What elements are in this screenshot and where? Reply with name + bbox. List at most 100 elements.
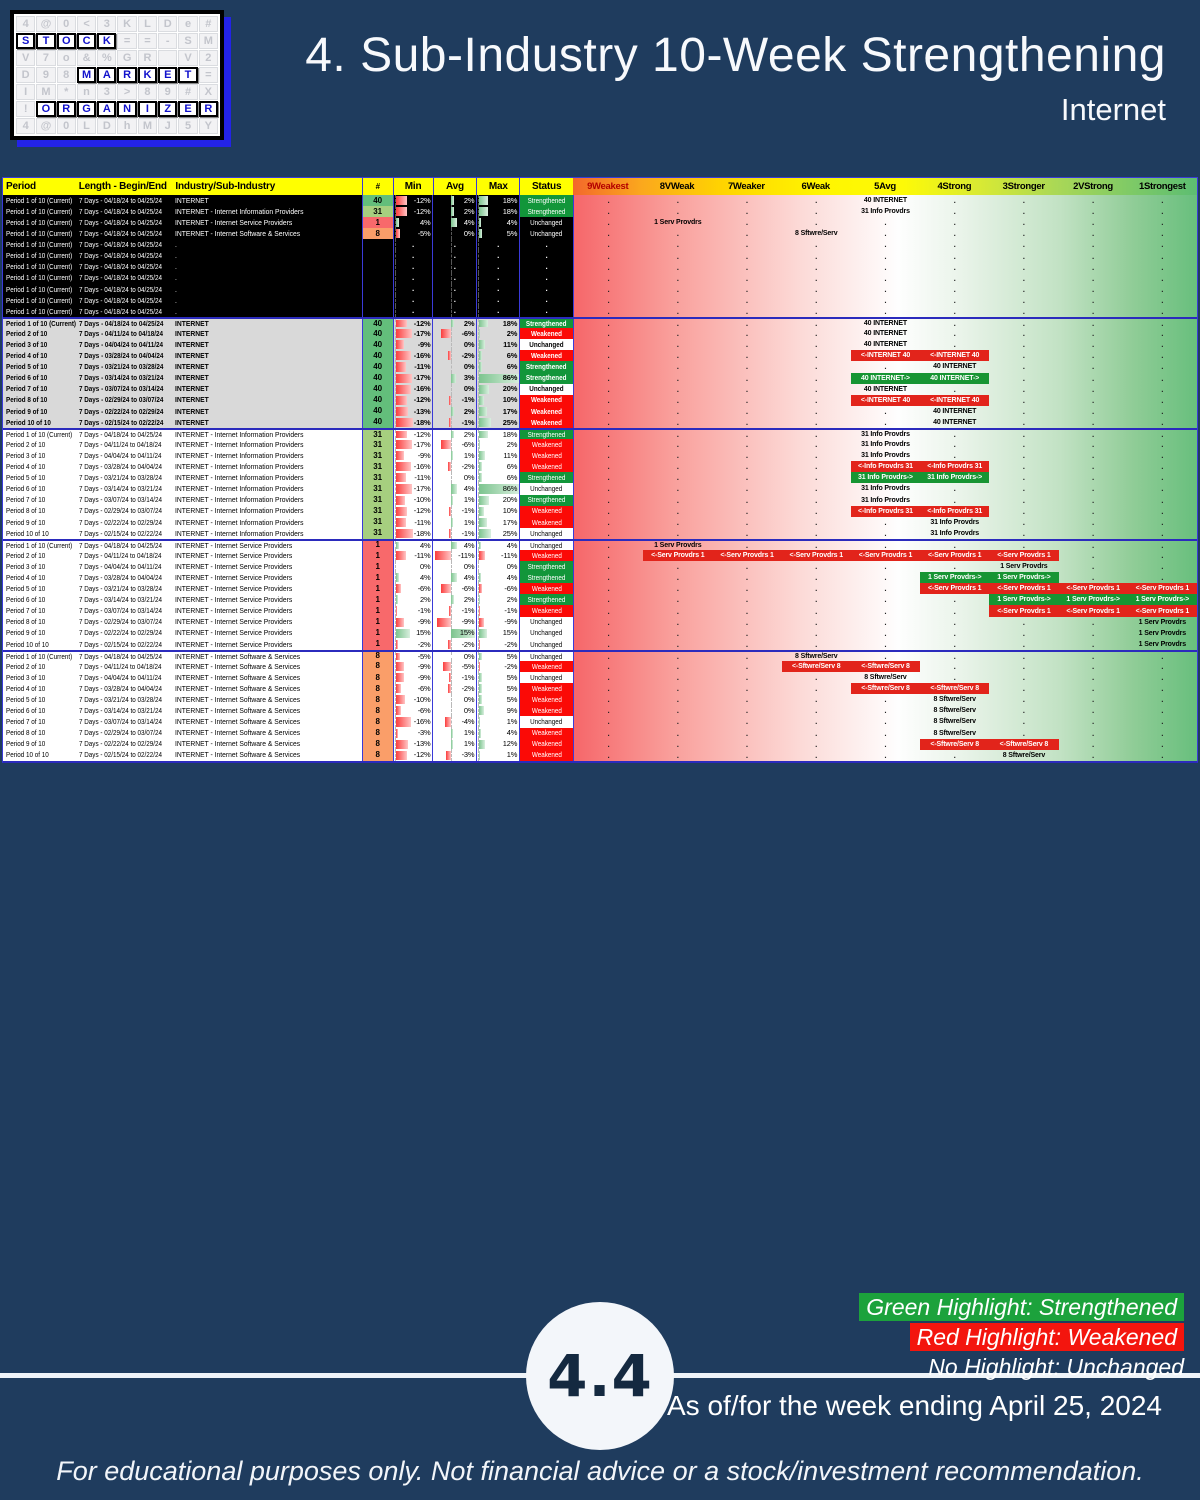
logo-tile: G: [117, 50, 137, 66]
strength-cell: 40 INTERNET: [863, 385, 908, 393]
strength-cell: 8 Sftwre/Serv: [795, 652, 838, 660]
logo-tile: E: [178, 101, 198, 117]
strength-cell: .: [607, 739, 610, 749]
strength-cell: <-Serv Provdrs 1: [1058, 583, 1128, 595]
table-row[interactable]: Period 2 of 10 7 Days - 04/11/24 to 04/18…: [3, 439, 1197, 451]
strength-cell: .: [815, 430, 818, 440]
table-row[interactable]: Period 10 of 10 7 Days - 02/15/24 to 02/2…: [3, 638, 1197, 650]
strength-cell: .: [1022, 284, 1026, 294]
table-row[interactable]: Period 6 of 10 7 Days - 03/14/24 to 03/21…: [3, 594, 1197, 606]
table-row[interactable]: Period 1 of 10 (Current) 7 Days - 04/18/2…: [3, 283, 1197, 295]
table-row[interactable]: Period 9 of 10 7 Days - 02/22/24 to 02/29…: [3, 627, 1197, 639]
table-row[interactable]: Period 1 of 10 (Current) 7 Days - 04/18/2…: [3, 305, 1197, 318]
status-cell: .: [519, 272, 573, 284]
strength-cell: .: [953, 750, 956, 760]
strength-cell: .: [1161, 473, 1164, 483]
table-row[interactable]: Period 1 of 10 (Current) 7 Days - 04/18/2…: [3, 250, 1197, 262]
table-row[interactable]: Period 6 of 10 7 Days - 03/14/24 to 03/21…: [3, 372, 1197, 384]
strength-cell: .: [607, 430, 610, 440]
strength-cell: .: [1161, 395, 1164, 405]
table-row[interactable]: Period 10 of 10 7 Days - 02/15/24 to 02/2…: [3, 416, 1197, 428]
strength-cell: .: [1092, 495, 1095, 505]
strength-column-header: 9Weakest: [587, 181, 629, 192]
table-row[interactable]: Period 4 of 10 7 Days - 03/28/24 to 04/04…: [3, 461, 1197, 473]
table-row[interactable]: Period 9 of 10 7 Days - 02/22/24 to 02/29…: [3, 405, 1197, 417]
strength-cell: 31 Info Provdrs: [861, 452, 910, 460]
table-row[interactable]: Period 9 of 10 7 Days - 02/22/24 to 02/29…: [3, 738, 1197, 750]
table-row[interactable]: Period 7 of 10 7 Days - 03/07/24 to 03/14…: [3, 494, 1197, 506]
strength-cell: .: [607, 340, 610, 350]
table-row[interactable]: Period 8 of 10 7 Days - 02/29/24 to 03/07…: [3, 394, 1197, 406]
table-row[interactable]: Period 8 of 10 7 Days - 02/29/24 to 03/07…: [3, 727, 1197, 739]
strength-cell: <-Serv Provdrs 1: [781, 550, 851, 562]
strength-cell: <-Serv Provdrs 1: [989, 550, 1059, 562]
table-row[interactable]: Period 2 of 10 7 Days - 04/11/24 to 04/18…: [3, 328, 1197, 340]
table-row[interactable]: Period 9 of 10 7 Days - 02/22/24 to 02/29…: [3, 516, 1197, 528]
table-row[interactable]: Period 6 of 10 7 Days - 03/14/24 to 03/21…: [3, 705, 1197, 717]
table-row[interactable]: Period 1 of 10 (Current) 7 Days - 04/18/2…: [3, 217, 1197, 229]
table-row[interactable]: Period 4 of 10 7 Days - 03/28/24 to 04/04…: [3, 683, 1197, 695]
table-row[interactable]: Period 1 of 10 (Current) 7 Days - 04/18/2…: [3, 294, 1197, 306]
table-row[interactable]: Period 7 of 10 7 Days - 03/07/24 to 03/14…: [3, 383, 1197, 395]
table-row[interactable]: Period 5 of 10 7 Days - 03/21/24 to 03/28…: [3, 583, 1197, 595]
table-row[interactable]: Period 6 of 10 7 Days - 03/14/24 to 03/21…: [3, 483, 1197, 495]
table-row[interactable]: Period 1 of 10 (Current) 7 Days - 04/18/2…: [3, 239, 1197, 251]
strength-cell: .: [607, 295, 610, 305]
table-row[interactable]: Period 1 of 10 (Current) 7 Days - 04/18/2…: [3, 228, 1197, 240]
table-row[interactable]: Period 2 of 10 7 Days - 04/11/24 to 04/18…: [3, 550, 1197, 562]
strength-cell: .: [745, 540, 749, 550]
strength-cell: .: [815, 340, 818, 350]
table-row[interactable]: Period 5 of 10 7 Days - 03/21/24 to 03/28…: [3, 472, 1197, 484]
logo-tile: S: [16, 33, 36, 49]
strength-cell: .: [953, 617, 956, 627]
strength-cell: <-Info Provdrs 31: [920, 461, 990, 473]
strength-cell: .: [745, 351, 749, 361]
strength-column-header: 3Stronger: [1002, 181, 1045, 192]
table-row[interactable]: Period 7 of 10 7 Days - 03/07/24 to 03/14…: [3, 716, 1197, 728]
strength-cell: .: [676, 329, 679, 339]
table-row[interactable]: Period 10 of 10 7 Days - 02/15/24 to 02/2…: [3, 527, 1197, 539]
strength-cell: .: [676, 639, 679, 649]
strength-cell: .: [815, 684, 818, 694]
strength-cell: .: [1161, 440, 1164, 450]
table-row[interactable]: Period 7 of 10 7 Days - 03/07/24 to 03/14…: [3, 605, 1197, 617]
strength-cell: .: [1022, 319, 1026, 329]
table-row[interactable]: Period 1 of 10 (Current) 7 Days - 04/18/2…: [3, 272, 1197, 284]
strength-cell: .: [676, 229, 679, 239]
table-row[interactable]: Period 4 of 10 7 Days - 03/28/24 to 04/04…: [3, 350, 1197, 362]
table-row[interactable]: Period 4 of 10 7 Days - 03/28/24 to 04/04…: [3, 572, 1197, 584]
logo-tile: =: [117, 33, 137, 49]
table-row[interactable]: Period 1 of 10 (Current) 7 Days - 04/18/2…: [3, 317, 1197, 329]
table-row[interactable]: Period 3 of 10 7 Days - 04/04/24 to 04/11…: [3, 561, 1197, 573]
table-row[interactable]: Period 3 of 10 7 Days - 04/04/24 to 04/11…: [3, 672, 1197, 684]
table-row[interactable]: Period 8 of 10 7 Days - 02/29/24 to 03/07…: [3, 616, 1197, 628]
strength-cell: <-Info Provdrs 31: [920, 505, 990, 517]
strength-cell: .: [1092, 695, 1095, 705]
table-row[interactable]: Period 1 of 10 (Current) 7 Days - 04/18/2…: [3, 649, 1197, 661]
highlight-legend: Green Highlight: Strengthened Red Highli…: [859, 1293, 1184, 1384]
strength-cell: .: [607, 373, 610, 383]
strength-cell: 40 INTERNET->: [920, 372, 990, 384]
legend-weakened: Red Highlight: Weakened: [859, 1323, 1184, 1351]
strength-cell: .: [676, 473, 679, 483]
table-row[interactable]: Period 10 of 10 7 Days - 02/15/24 to 02/2…: [3, 749, 1197, 761]
table-row[interactable]: Period 5 of 10 7 Days - 03/21/24 to 03/28…: [3, 694, 1197, 706]
table-row[interactable]: Period 1 of 10 (Current) 7 Days - 04/18/2…: [3, 261, 1197, 273]
strength-cell: .: [815, 540, 818, 550]
table-row[interactable]: Period 3 of 10 7 Days - 04/04/24 to 04/11…: [3, 339, 1197, 351]
table-row[interactable]: Period 1 of 10 (Current) 7 Days - 04/18/2…: [3, 195, 1197, 207]
table-row[interactable]: Period 1 of 10 (Current) 7 Days - 04/18/2…: [3, 427, 1197, 440]
section-number-badge: 4.4: [526, 1302, 674, 1450]
strength-cell: .: [1092, 673, 1095, 683]
table-row[interactable]: Period 1 of 10 (Current) 7 Days - 04/18/2…: [3, 538, 1197, 550]
table-row[interactable]: Period 8 of 10 7 Days - 02/29/24 to 03/07…: [3, 505, 1197, 517]
strength-cell: .: [884, 606, 887, 616]
table-row[interactable]: Period 1 of 10 (Current) 7 Days - 04/18/2…: [3, 206, 1197, 218]
logo-tile: E: [158, 67, 178, 83]
strength-cell: .: [953, 319, 956, 329]
table-row[interactable]: Period 5 of 10 7 Days - 03/21/24 to 03/28…: [3, 361, 1197, 373]
strength-cell: .: [1092, 562, 1095, 572]
table-row[interactable]: Period 3 of 10 7 Days - 04/04/24 to 04/11…: [3, 450, 1197, 462]
table-row[interactable]: Period 2 of 10 7 Days - 04/11/24 to 04/18…: [3, 660, 1197, 673]
